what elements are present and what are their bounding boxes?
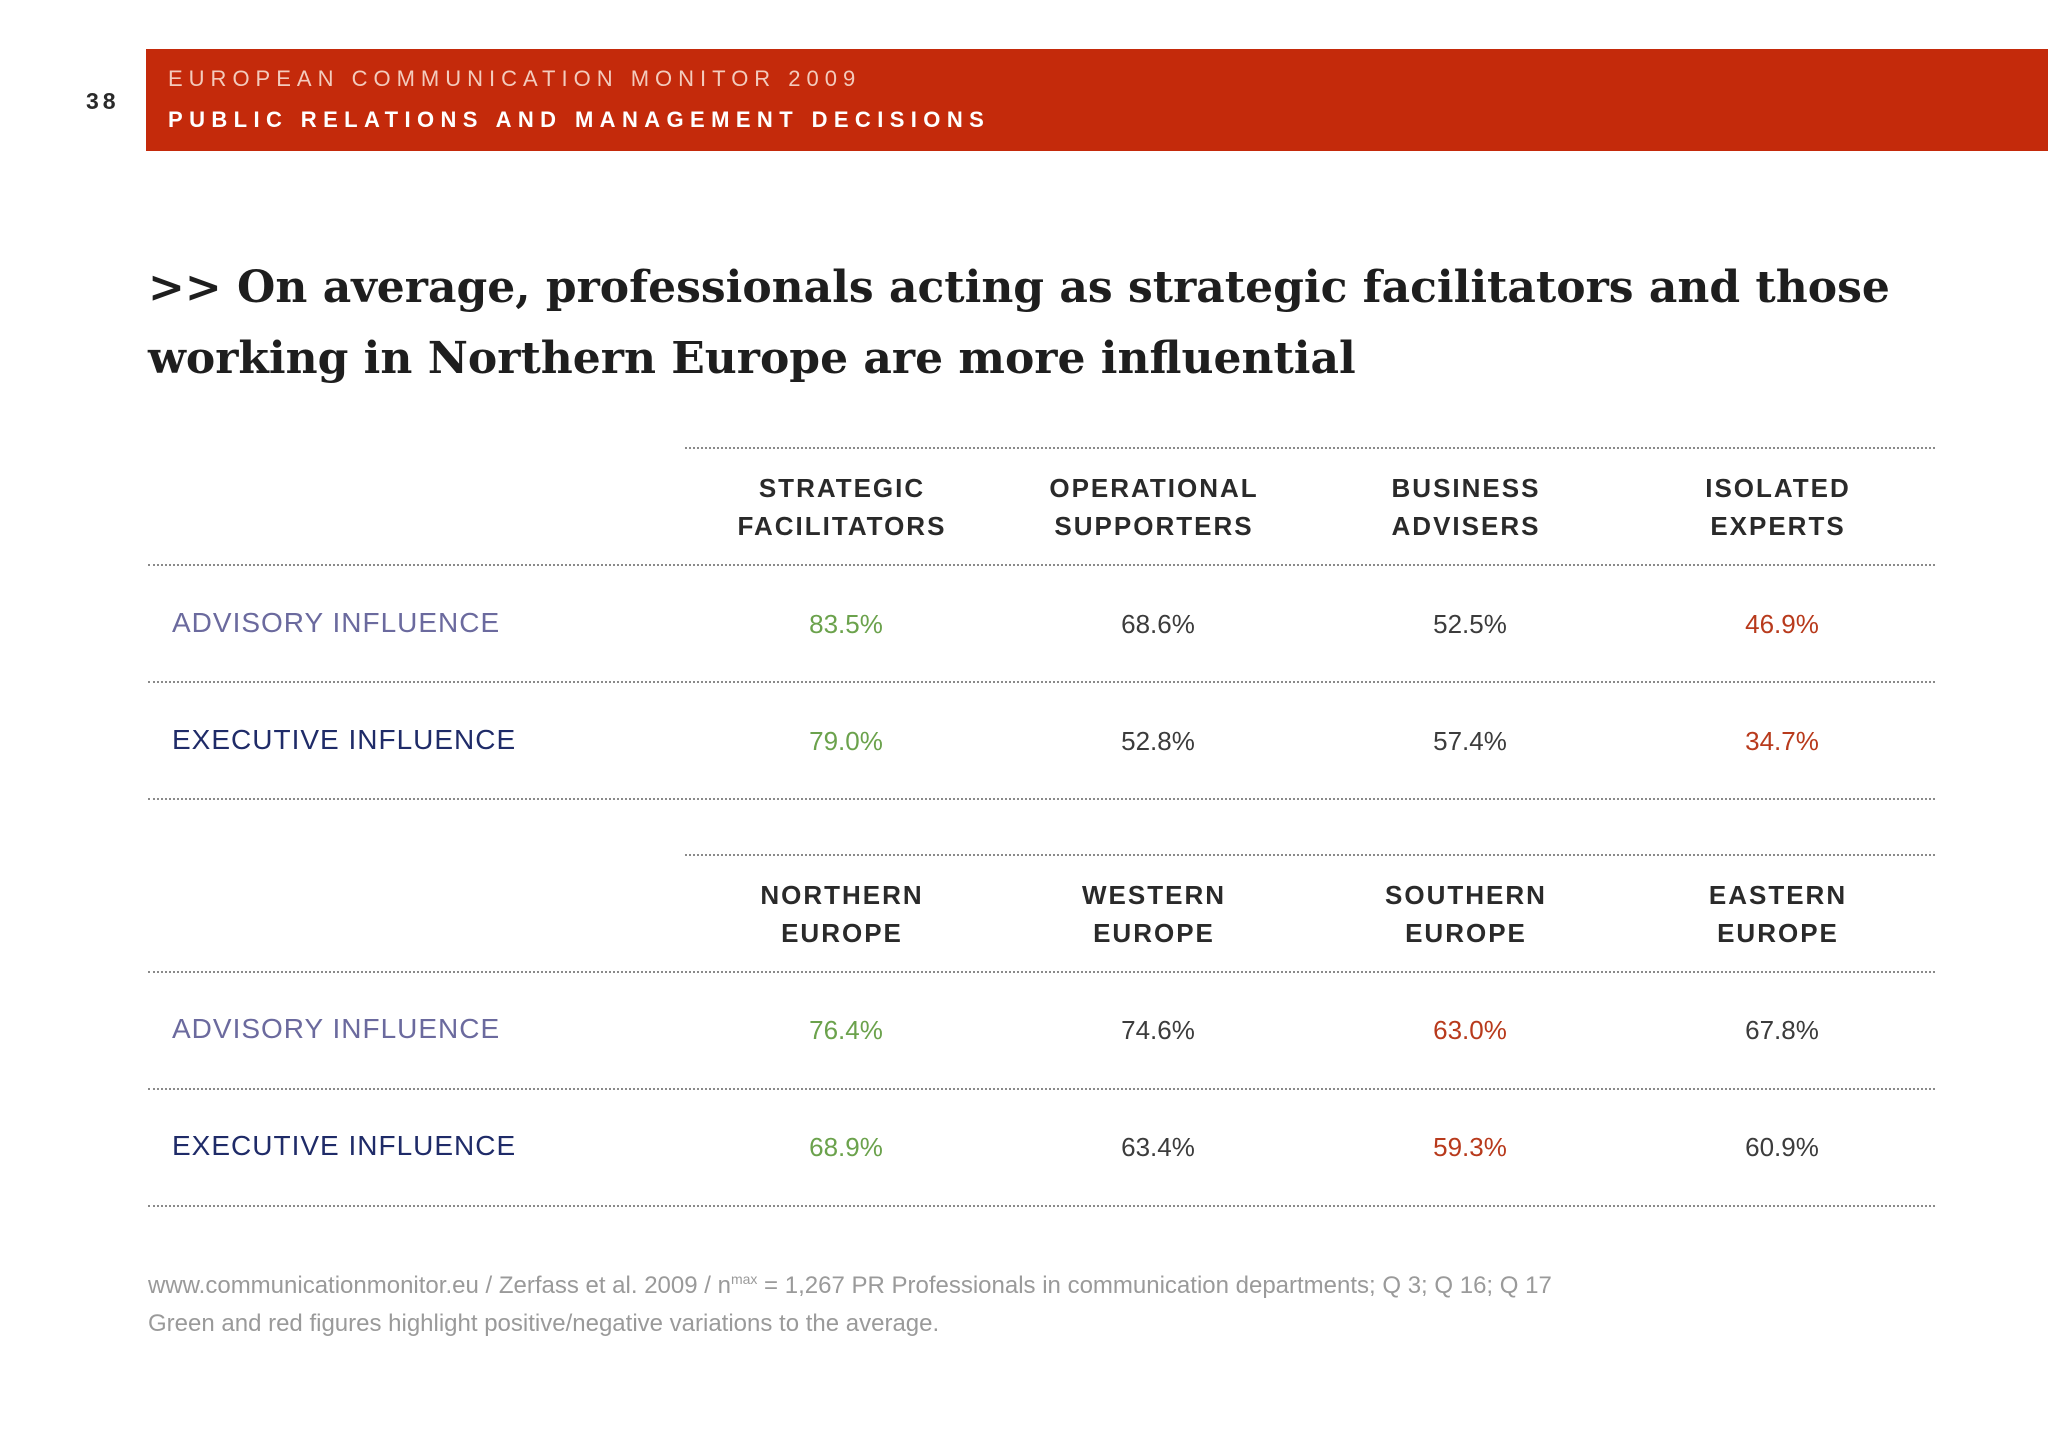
table-cell: 74.6%: [1121, 1015, 1195, 1045]
row-label: ADVISORY INFLUENCE: [172, 607, 501, 638]
column-header: STRATEGIC FACILITATORS: [737, 473, 947, 541]
column-header: EASTERN EUROPE: [1708, 880, 1848, 948]
divider: [148, 564, 1935, 566]
row-label: ADVISORY INFLUENCE: [172, 1013, 501, 1044]
column-header: SOUTHERN EUROPE: [1385, 880, 1547, 948]
divider: [685, 854, 1935, 856]
header-band: EUROPEAN COMMUNICATION MONITOR 2009 PUBL…: [146, 49, 2048, 151]
divider: [148, 798, 1935, 800]
table-cell: 83.5%: [809, 609, 883, 639]
table-cell: 52.5%: [1433, 609, 1507, 639]
table-cell: 67.8%: [1745, 1015, 1819, 1045]
divider: [148, 971, 1935, 973]
row-label: EXECUTIVE INFLUENCE: [172, 724, 517, 755]
table-cell: 63.4%: [1121, 1132, 1195, 1162]
footnote-source: www.communicationmonitor.eu / Zerfass et…: [148, 1260, 1552, 1305]
divider: [685, 447, 1935, 449]
footnote-note: Green and red figures highlight positive…: [148, 1310, 940, 1337]
column-header: NORTHERN EUROPE: [760, 880, 924, 948]
footnote-sup: max: [730, 1271, 758, 1287]
headline-line-1: >> On average, professionals acting as s…: [148, 262, 1890, 313]
header-chapter: PUBLIC RELATIONS AND MANAGEMENT DECISION…: [168, 107, 991, 132]
footnote: www.communicationmonitor.eu / Zerfass et…: [148, 1260, 1552, 1343]
headline: >> On average, professionals acting as s…: [148, 252, 1948, 394]
divider: [148, 1088, 1935, 1090]
table-cell: 60.9%: [1745, 1132, 1819, 1162]
table-cell: 57.4%: [1433, 726, 1507, 756]
table-cell: 79.0%: [809, 726, 883, 756]
page-number: 38: [86, 88, 120, 114]
table-cell: 46.9%: [1745, 609, 1819, 639]
row-label: EXECUTIVE INFLUENCE: [172, 1130, 517, 1161]
table-cell: 52.8%: [1121, 726, 1195, 756]
column-header: WESTERN EUROPE: [1082, 880, 1226, 948]
table-cell: 68.9%: [809, 1132, 883, 1162]
divider: [148, 681, 1935, 683]
column-header: OPERATIONAL SUPPORTERS: [1049, 473, 1259, 541]
footnote-source-text: www.communicationmonitor.eu / Zerfass et…: [148, 1272, 731, 1299]
table-cell: 76.4%: [809, 1015, 883, 1045]
column-header: BUSINESS ADVISERS: [1391, 473, 1541, 541]
header-series: EUROPEAN COMMUNICATION MONITOR 2009: [168, 66, 862, 91]
footnote-source-tail: = 1,267 PR Professionals in communicatio…: [757, 1272, 1552, 1299]
table-cell: 34.7%: [1745, 726, 1819, 756]
table-cell: 59.3%: [1433, 1132, 1507, 1162]
headline-line-2: working in Northern Europe are more infl…: [148, 333, 1356, 384]
divider: [148, 1205, 1935, 1207]
table-cell: 63.0%: [1433, 1015, 1507, 1045]
column-header: ISOLATED EXPERTS: [1705, 473, 1851, 541]
table-cell: 68.6%: [1121, 609, 1195, 639]
